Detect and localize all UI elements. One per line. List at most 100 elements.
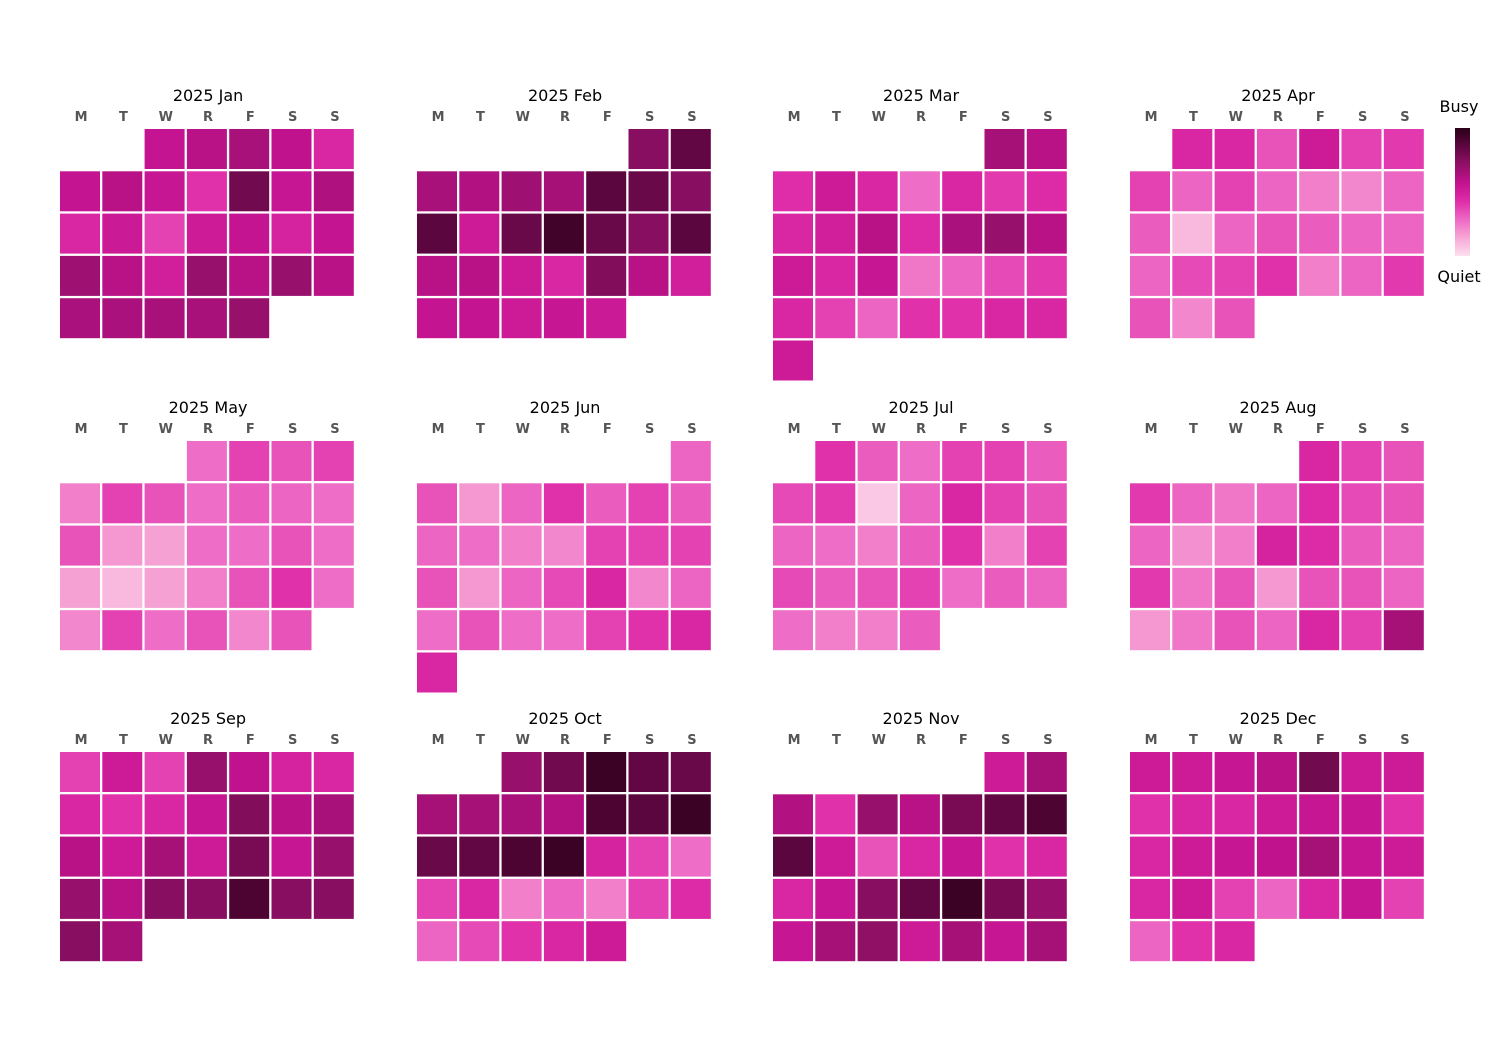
weekday-label: W — [1229, 733, 1243, 748]
day-cell — [670, 171, 711, 212]
weekday-label: M — [75, 422, 88, 437]
weekday-label: W — [872, 422, 886, 437]
weekday-label: M — [1145, 422, 1158, 437]
colorbar-legend: Busy Quiet — [1437, 97, 1480, 286]
day-cell — [1172, 298, 1213, 339]
day-cell — [186, 610, 227, 651]
day-cell — [628, 171, 669, 212]
day-cell — [628, 878, 669, 919]
day-cell — [1299, 213, 1340, 254]
day-cell — [899, 836, 940, 877]
day-cell — [1026, 213, 1067, 254]
day-cell — [1299, 129, 1340, 169]
day-cell — [102, 878, 143, 919]
weekday-label: W — [516, 110, 530, 125]
day-cell — [628, 129, 669, 169]
weekday-label: T — [832, 110, 841, 125]
day-cell — [1130, 298, 1170, 339]
day-cell — [857, 921, 898, 962]
day-cell — [1299, 794, 1340, 835]
day-cell — [417, 652, 457, 693]
day-cell — [1256, 878, 1297, 919]
day-cell — [899, 441, 940, 481]
day-cell — [1214, 525, 1255, 566]
day-cell — [417, 567, 457, 608]
day-cell — [1299, 441, 1340, 481]
day-cell — [670, 483, 711, 524]
weekday-label: S — [1400, 110, 1409, 125]
weekday-label: T — [476, 733, 485, 748]
day-cell — [1341, 129, 1382, 169]
day-cell — [313, 441, 354, 481]
day-cell — [229, 171, 270, 212]
day-cell — [586, 483, 627, 524]
weekday-label: R — [560, 110, 570, 125]
day-cell — [186, 441, 227, 481]
day-cell — [1214, 794, 1255, 835]
day-cell — [60, 921, 100, 962]
day-cell — [1130, 610, 1170, 651]
day-cell — [543, 794, 584, 835]
day-cell — [628, 567, 669, 608]
day-cell — [501, 610, 542, 651]
day-cell — [229, 794, 270, 835]
day-cell — [899, 171, 940, 212]
month-title: 2025 May — [169, 398, 248, 417]
day-cell — [1026, 298, 1067, 339]
day-cell — [313, 878, 354, 919]
month-title: 2025 Mar — [883, 86, 959, 105]
day-cell — [586, 921, 627, 962]
weekday-label: R — [916, 422, 926, 437]
day-cell — [186, 794, 227, 835]
day-cell — [1214, 752, 1255, 792]
day-cell — [773, 298, 813, 339]
weekday-label: F — [246, 110, 255, 125]
day-cell — [815, 483, 856, 524]
day-cell — [144, 794, 185, 835]
weekday-label: S — [1400, 422, 1409, 437]
day-cell — [628, 525, 669, 566]
day-cell — [1299, 483, 1340, 524]
weekday-label: F — [959, 422, 968, 437]
months-grid: 2025 Jan M T W R F S S 2025 Feb M T W R F S S 2025 Mar M T… — [60, 86, 1424, 962]
day-cell — [773, 340, 813, 381]
weekday-label: S — [1043, 733, 1052, 748]
month-7: 2025 Jul M T W R F S S — [773, 398, 1067, 651]
weekday-label: F — [1316, 733, 1325, 748]
day-cell — [815, 878, 856, 919]
day-cell — [501, 171, 542, 212]
day-cell — [60, 255, 100, 296]
day-cell — [1299, 255, 1340, 296]
day-cell — [459, 921, 500, 962]
day-cell — [313, 567, 354, 608]
day-cell — [1172, 213, 1213, 254]
day-cell — [144, 836, 185, 877]
day-cell — [1026, 441, 1067, 481]
day-cell — [628, 255, 669, 296]
day-cell — [1256, 255, 1297, 296]
day-cell — [942, 567, 983, 608]
weekday-label: T — [1189, 422, 1198, 437]
day-cell — [60, 567, 100, 608]
day-cell — [857, 836, 898, 877]
day-cell — [1299, 525, 1340, 566]
day-cell — [1026, 129, 1067, 169]
day-cell — [459, 255, 500, 296]
weekday-label: S — [1043, 110, 1052, 125]
day-cell — [186, 171, 227, 212]
month-4: 2025 Apr M T W R F S S — [1130, 86, 1424, 339]
day-cell — [60, 213, 100, 254]
day-cell — [102, 921, 143, 962]
weekday-label: S — [687, 110, 696, 125]
day-cell — [942, 921, 983, 962]
day-cell — [501, 878, 542, 919]
day-cell — [1256, 794, 1297, 835]
day-cell — [857, 171, 898, 212]
day-cell — [586, 752, 627, 792]
weekday-label: F — [1316, 110, 1325, 125]
day-cell — [1341, 878, 1382, 919]
weekday-label: M — [432, 422, 445, 437]
weekday-label: W — [1229, 422, 1243, 437]
day-cell — [313, 129, 354, 169]
weekday-label: S — [1400, 733, 1409, 748]
